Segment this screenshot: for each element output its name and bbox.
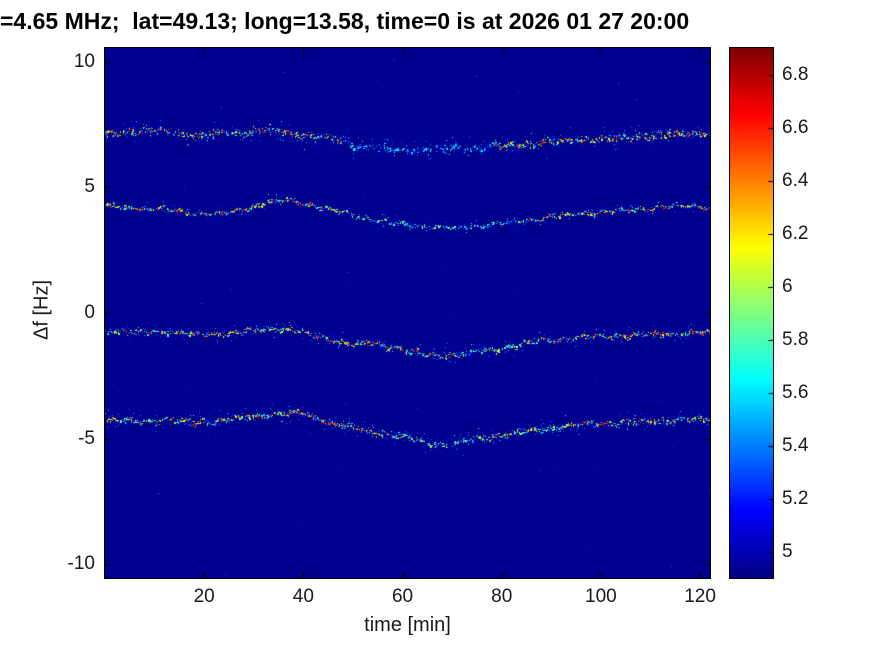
- x-tick-label: 60: [391, 586, 414, 607]
- colorbar-tick-label: 5.8: [782, 328, 809, 350]
- x-tick-label: 40: [292, 586, 314, 607]
- colorbar-tick-label: 6.2: [782, 222, 809, 244]
- colorbar-tick-label: 5.6: [782, 381, 809, 403]
- colorbar-tick-label: 5: [782, 540, 793, 562]
- colorbar-tick-label: 5.4: [782, 434, 809, 456]
- colorbar-tick-label: 6.6: [782, 116, 809, 138]
- y-tick-label: 10: [73, 50, 95, 72]
- x-tick-label: 80: [491, 586, 513, 607]
- x-axis-label: time [min]: [364, 614, 451, 636]
- y-tick-label: -5: [78, 427, 95, 449]
- plot-area: [104, 47, 711, 579]
- y-tick-label: 5: [84, 176, 95, 198]
- x-tick-label: 100: [585, 586, 617, 607]
- colorbar-tick-label: 6.8: [782, 63, 809, 85]
- x-tick-label: 120: [684, 586, 716, 607]
- colorbar-tick-label: 6: [782, 275, 793, 297]
- y-tick-label: -10: [67, 553, 95, 575]
- colorbar-tick-label: 5.2: [782, 487, 809, 509]
- y-tick-label: 0: [84, 302, 95, 323]
- colorbar-gradient-canvas: [730, 48, 773, 578]
- colorbar-tick-label: 6.4: [782, 169, 809, 191]
- x-tick-label: 20: [193, 586, 215, 607]
- spectrogram-canvas: [105, 48, 710, 578]
- chart-title: =4.65 MHz; lat=49.13; long=13.58, time=0…: [0, 8, 690, 34]
- colorbar: [729, 47, 774, 579]
